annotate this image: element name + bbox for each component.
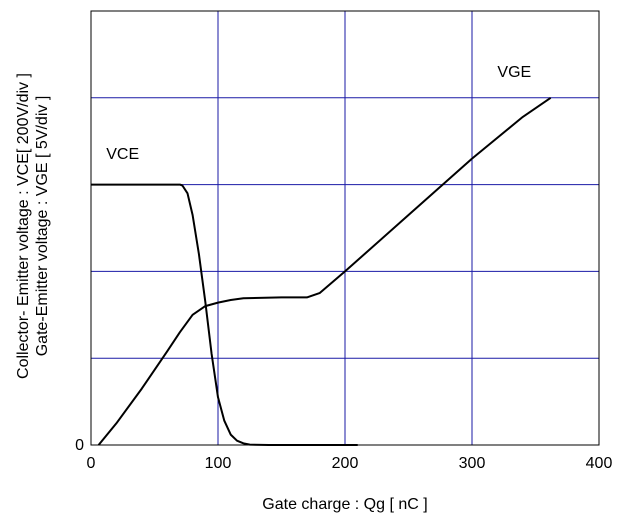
- series-group: [91, 96, 552, 446]
- series-label-vce: VCE: [106, 146, 139, 163]
- x-tick-labels: 0 100 200 300 400: [87, 455, 613, 472]
- series-label-vge: VGE: [497, 64, 531, 81]
- x-tick-label-0: 0: [87, 455, 96, 472]
- x-tick-label-100: 100: [205, 455, 232, 472]
- series-line-vge: [97, 96, 552, 446]
- y-axis-title-gate-emitter: Gate-Emitter voltage : VGE [ 5V/div ]: [34, 96, 51, 357]
- x-axis-title: Gate charge : Qg [ nC ]: [262, 496, 427, 513]
- y-axis-title-collector-emitter: Collector- Emitter voltage : VCE[ 200V/d…: [15, 73, 32, 379]
- x-tick-label-400: 400: [586, 455, 613, 472]
- series-line-vce: [91, 183, 358, 446]
- x-tick-label-300: 300: [459, 455, 486, 472]
- y-tick-labels: 0: [75, 437, 84, 454]
- y-tick-label-0: 0: [75, 437, 84, 454]
- series-labels: VCE VGE: [106, 64, 531, 163]
- x-tick-label-200: 200: [332, 455, 359, 472]
